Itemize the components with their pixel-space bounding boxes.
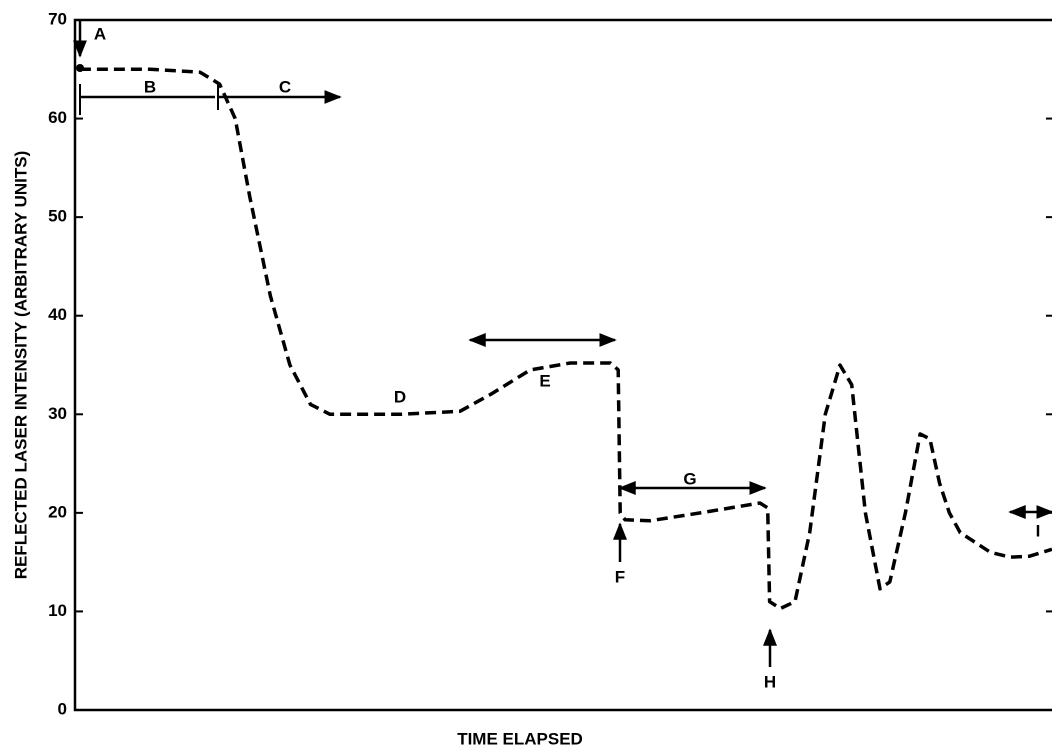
y-axis-label: REFLECTED LASER INTENSITY (ARBITRARY UNI… bbox=[11, 151, 30, 579]
annotation: E bbox=[539, 371, 550, 390]
y-tick-label: 40 bbox=[48, 305, 67, 324]
y-tick-label: 10 bbox=[48, 601, 67, 620]
annotation: A bbox=[94, 24, 106, 43]
annotation: H bbox=[764, 672, 776, 691]
y-tick-label: 30 bbox=[48, 404, 67, 423]
y-tick-label: 20 bbox=[48, 502, 67, 521]
start-dot bbox=[76, 64, 84, 72]
y-tick-label: 50 bbox=[48, 207, 67, 226]
annotation: F bbox=[615, 567, 625, 586]
annotation: D bbox=[394, 387, 406, 406]
annotation: I bbox=[1036, 521, 1041, 540]
plot-frame bbox=[73, 18, 1052, 712]
data-line bbox=[79, 67, 1052, 611]
y-tick-label: 60 bbox=[48, 108, 67, 127]
annotation: B bbox=[144, 77, 156, 96]
y-tick-label: 70 bbox=[48, 9, 67, 28]
annotation: C bbox=[279, 77, 291, 96]
y-tick-label: 0 bbox=[58, 699, 67, 718]
x-axis-label: TIME ELAPSED bbox=[457, 729, 583, 748]
annotation: G bbox=[683, 469, 696, 488]
